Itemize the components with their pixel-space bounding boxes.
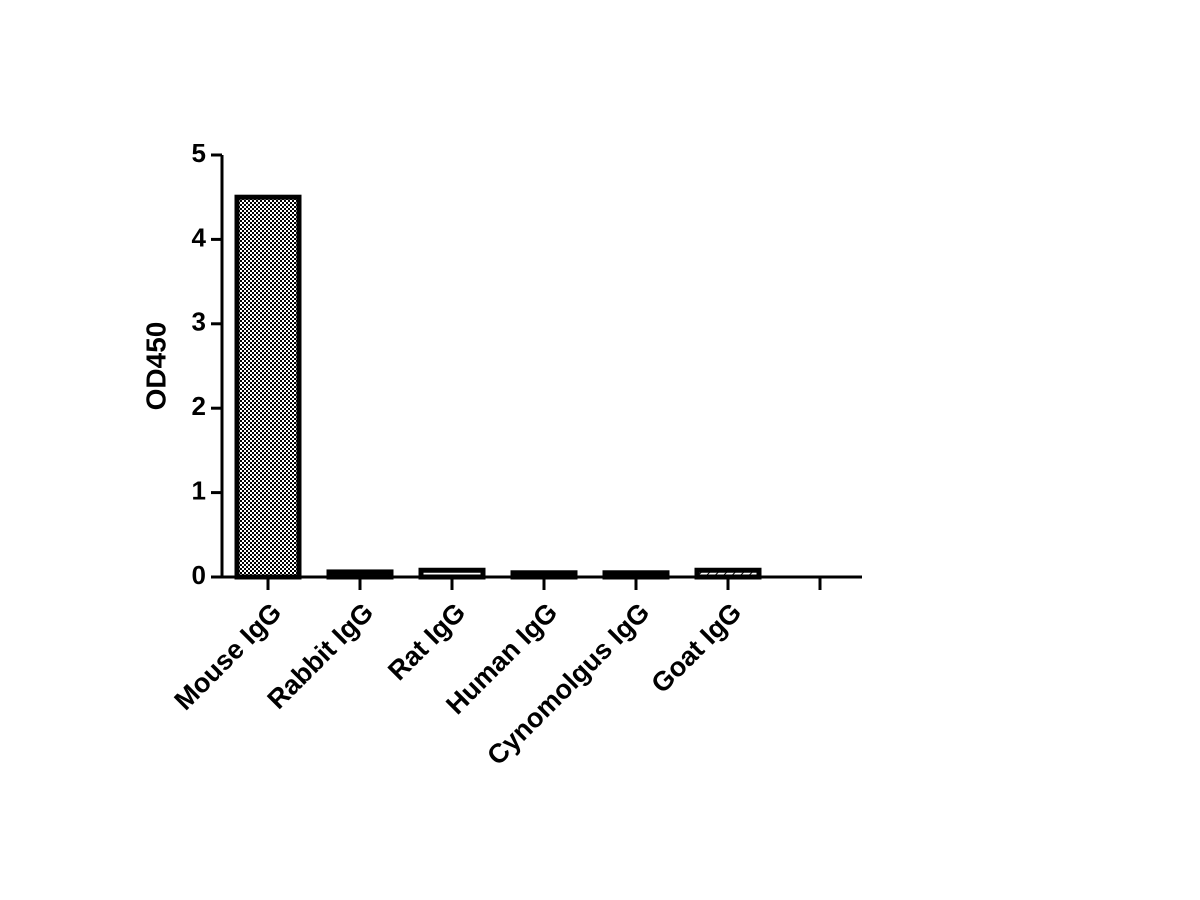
x-tick-label: Goat IgG — [645, 597, 747, 699]
y-tick-label: 3 — [192, 307, 206, 337]
x-tick-label: Cynomolgus IgG — [481, 597, 655, 771]
y-axis-title: OD450 — [140, 322, 171, 411]
y-tick-label: 4 — [192, 222, 207, 252]
x-tick-label: Rat IgG — [382, 597, 471, 686]
bar — [234, 194, 302, 580]
y-tick-label: 0 — [192, 560, 206, 590]
y-tick-label: 5 — [192, 138, 206, 168]
y-tick-label: 2 — [192, 391, 206, 421]
y-tick-label: 1 — [192, 475, 206, 505]
